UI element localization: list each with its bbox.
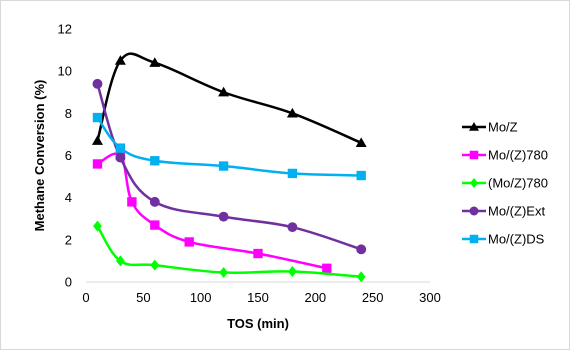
x-tick-label: 0 xyxy=(82,290,89,305)
y-tick-label: 12 xyxy=(58,22,72,37)
x-axis-title: TOS (min) xyxy=(227,316,289,331)
legend-label: (Mo/Z)780 xyxy=(488,176,548,191)
legend-label: Mo/(Z)Ext xyxy=(488,204,545,219)
series-3 xyxy=(93,220,366,283)
data-point xyxy=(322,263,332,273)
series-5 xyxy=(92,112,366,181)
data-point xyxy=(287,222,298,233)
data-point xyxy=(93,220,102,232)
data-point xyxy=(288,265,297,277)
data-point xyxy=(287,168,298,179)
legend: Mo/Z Mo/(Z)780 (Mo/Z)780 Mo/(Z)Ext Mo/(Z)DS xyxy=(462,120,548,247)
series-line xyxy=(96,225,362,278)
data-point xyxy=(150,220,160,230)
legend-label: Mo/(Z)780 xyxy=(488,148,548,163)
data-point xyxy=(127,197,137,207)
data-point xyxy=(92,159,103,169)
x-tick-label: 200 xyxy=(304,290,326,305)
series-1 xyxy=(91,52,367,147)
x-tick-label: 300 xyxy=(419,290,441,305)
x-tick-label: 100 xyxy=(190,290,212,305)
data-point xyxy=(114,55,126,65)
legend-swatch-marker xyxy=(469,206,479,216)
x-tick-label: 250 xyxy=(362,290,384,305)
legend-item: Mo/(Z)780 xyxy=(462,148,548,163)
data-point xyxy=(92,78,103,89)
data-point xyxy=(115,143,126,153)
x-tick-label: 50 xyxy=(136,290,150,305)
data-point xyxy=(116,255,125,267)
data-point xyxy=(218,86,230,97)
y-tick-label: 10 xyxy=(58,64,72,79)
legend-item: (Mo/Z)780 xyxy=(462,176,548,191)
legend-swatch-marker xyxy=(469,234,479,244)
legend-swatch-marker xyxy=(470,178,478,188)
y-tick-label: 4 xyxy=(65,190,72,205)
y-tick-label: 6 xyxy=(65,148,72,163)
data-point xyxy=(253,248,263,259)
data-point xyxy=(286,107,298,118)
data-point xyxy=(218,211,229,222)
data-point xyxy=(115,152,126,163)
data-point xyxy=(219,267,228,279)
legend-label: Mo/Z xyxy=(488,120,518,135)
series-layer xyxy=(91,52,367,283)
legend-item: Mo/(Z)Ext xyxy=(462,204,545,219)
y-tick-label: 8 xyxy=(65,106,72,121)
legend-label: Mo/(Z)DS xyxy=(488,232,545,247)
legend-swatch-marker xyxy=(469,122,479,131)
series-line xyxy=(96,52,362,144)
data-point xyxy=(356,271,366,283)
data-point xyxy=(356,244,367,255)
data-point xyxy=(218,161,229,171)
data-point xyxy=(184,237,194,247)
y-tick-label: 2 xyxy=(65,232,72,247)
data-point xyxy=(149,57,161,67)
data-point xyxy=(92,112,103,123)
x-tick-label: 150 xyxy=(247,290,269,305)
y-tick-label: 0 xyxy=(65,275,72,290)
legend-item: Mo/Z xyxy=(462,120,518,135)
data-point xyxy=(355,137,367,147)
x-tick-labels: 0 50 100 150 200 250 300 xyxy=(82,290,440,305)
y-axis-title: Methane Conversion (%) xyxy=(32,80,47,232)
legend-item: Mo/(Z)DS xyxy=(462,232,545,247)
data-point xyxy=(149,196,160,207)
data-point xyxy=(91,135,103,145)
data-point xyxy=(150,259,160,271)
legend-swatch-marker xyxy=(469,150,479,160)
data-point xyxy=(150,156,160,166)
y-tick-labels: 0 2 4 6 8 10 12 xyxy=(58,22,72,290)
data-point xyxy=(356,170,366,181)
